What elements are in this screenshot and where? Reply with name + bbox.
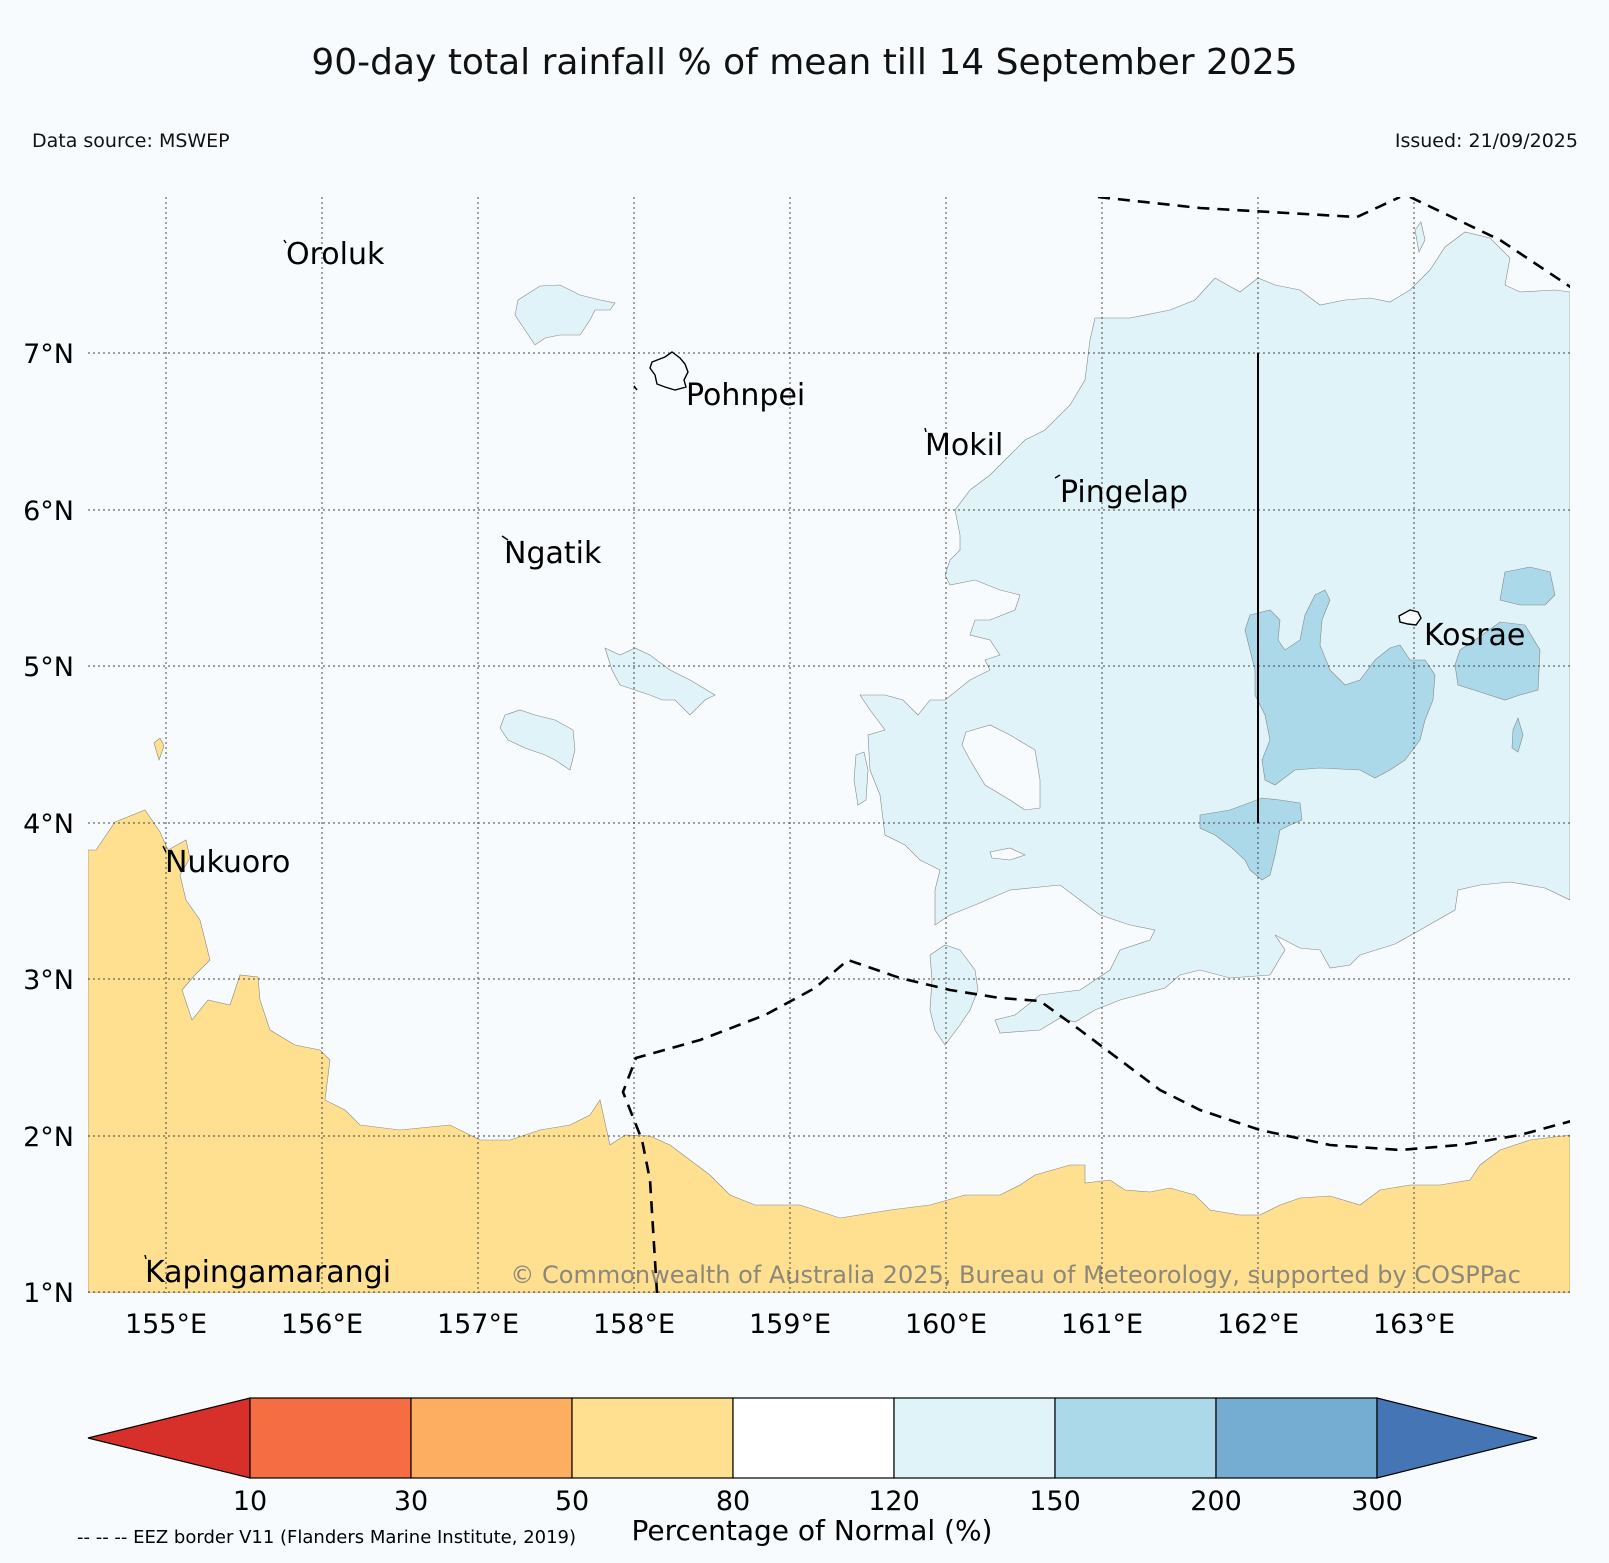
place-label-mokil: Mokil [925, 428, 1003, 463]
place-label-pingelap: Pingelap [1060, 475, 1188, 510]
eez-border-south [621, 958, 1570, 1293]
wetter-patch-east [1454, 621, 1541, 701]
lon-label-158e: 158°E [593, 1309, 675, 1340]
island-markers [144, 239, 1061, 1260]
colorbar-tick-10: 10 [233, 1486, 267, 1517]
wetter-patch-south [1199, 797, 1303, 881]
lat-label-7n: 7°N [23, 339, 74, 370]
place-labels: Oroluk Pohnpei Mokil Pingelap Ngatik Kos… [145, 237, 1525, 1290]
normal-hole-1 [961, 724, 1041, 811]
colorbar-tick-150: 150 [1029, 1486, 1081, 1517]
colorbar-bin-50-80 [571, 1397, 734, 1479]
lat-axis-labels: 7°N 6°N 5°N 4°N 3°N 2°N 1°N [23, 339, 74, 1309]
dry-islet [153, 737, 165, 761]
place-label-kapingamarangi: Kapingamarangi [145, 1255, 391, 1290]
lon-label-155e: 155°E [125, 1309, 207, 1340]
dry-region-south [88, 809, 1570, 1293]
map-title: 90-day total rainfall % of mean till 14 … [311, 42, 1298, 83]
wetter-patch-small [1511, 717, 1524, 753]
colorbar-bin-150-200 [1054, 1397, 1217, 1479]
pohnpei-island [649, 351, 689, 391]
copyright-notice: © Commonwealth of Australia 2025, Bureau… [510, 1261, 1521, 1289]
place-label-oroluk: Oroluk [286, 237, 385, 272]
lat-label-3n: 3°N [23, 965, 74, 996]
colorbar-tick-50: 50 [555, 1486, 589, 1517]
wet-patch-6 [1414, 221, 1426, 253]
eez-note: -- -- -- EEZ border V11 (Flanders Marine… [77, 1527, 576, 1548]
wet-patch-4 [929, 944, 979, 1046]
colorbar-tick-80: 80 [716, 1486, 750, 1517]
colorbar-tick-300: 300 [1351, 1486, 1403, 1517]
issued-date-label: Issued: 21/09/2025 [1394, 130, 1578, 152]
colorbar-bin-120-150 [893, 1397, 1056, 1479]
colorbar-tick-labels: 10 30 50 80 120 150 200 300 [233, 1486, 1403, 1517]
colorbar-label: Percentage of Normal (%) [632, 1514, 993, 1547]
normal-hole-2 [989, 847, 1026, 861]
kosrae-island [1398, 609, 1422, 626]
gridlines [88, 197, 1570, 1293]
place-label-nukuoro: Nukuoro [165, 845, 290, 880]
place-label-kosrae: Kosrae [1424, 618, 1525, 653]
lat-label-1n: 1°N [23, 1278, 74, 1309]
wet-patch-3 [499, 709, 576, 771]
map-area [88, 197, 1570, 1293]
colorbar-bin-200-300 [1215, 1397, 1378, 1479]
place-label-pohnpei: Pohnpei [686, 378, 805, 413]
lon-label-163e: 163°E [1373, 1309, 1455, 1340]
colorbar-bin-10-30 [249, 1397, 412, 1479]
wet-region-east [859, 231, 1570, 1034]
lon-label-156e: 156°E [281, 1309, 363, 1340]
place-label-ngatik: Ngatik [504, 536, 602, 571]
eez-borders [621, 197, 1570, 1293]
lat-label-5n: 5°N [23, 652, 74, 683]
lon-label-161e: 161°E [1061, 1309, 1143, 1340]
lon-label-160e: 160°E [905, 1309, 987, 1340]
colorbar-tick-200: 200 [1190, 1486, 1242, 1517]
colorbar-bin-30-50 [410, 1397, 573, 1479]
wet-patch-2 [604, 647, 716, 716]
lon-label-159e: 159°E [749, 1309, 831, 1340]
lat-label-4n: 4°N [23, 809, 74, 840]
lon-label-157e: 157°E [437, 1309, 519, 1340]
wet-patch-1 [514, 284, 616, 346]
lat-label-6n: 6°N [23, 496, 74, 527]
colorbar-bin-above-300 [1376, 1397, 1538, 1479]
eez-border-north [1097, 197, 1401, 219]
data-source-label: Data source: MSWEP [32, 130, 230, 152]
wetter-patch-ne [1499, 566, 1556, 606]
colorbar-bin-80-120 [732, 1397, 895, 1479]
colorbar-bin-below-10 [87, 1397, 251, 1479]
lon-label-162e: 162°E [1217, 1309, 1299, 1340]
colorbar [87, 1397, 1538, 1479]
wet-patch-5 [853, 751, 869, 806]
lat-label-2n: 2°N [23, 1122, 74, 1153]
colorbar-tick-120: 120 [868, 1486, 920, 1517]
lon-axis-labels: 155°E 156°E 157°E 158°E 159°E 160°E 161°… [125, 1309, 1455, 1340]
colorbar-tick-30: 30 [394, 1486, 428, 1517]
wetter-region-kosrae [1244, 589, 1436, 786]
